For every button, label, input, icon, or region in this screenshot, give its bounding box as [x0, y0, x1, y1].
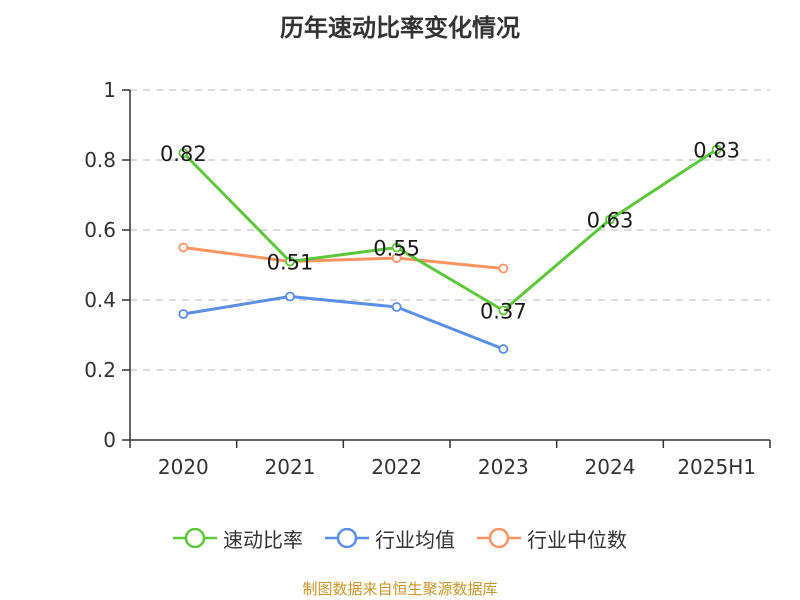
- x-tick-label: 2020: [158, 455, 209, 479]
- x-tick-label: 2021: [265, 455, 316, 479]
- legend-item-industry-median[interactable]: 行业中位数: [477, 524, 627, 553]
- x-tick-label: 2024: [585, 455, 636, 479]
- data-point: [178, 309, 189, 319]
- data-point: [178, 148, 189, 158]
- series-line: [183, 246, 504, 270]
- data-point: [498, 305, 509, 316]
- chart-title: 历年速动比率变化情况: [280, 14, 520, 42]
- legend-item-quick-ratio[interactable]: 速动比率: [173, 524, 303, 553]
- data-point: [285, 256, 295, 267]
- y-tick-label: 1: [103, 78, 116, 102]
- data-label: 0.63: [587, 209, 634, 233]
- data-label: 0.55: [373, 237, 420, 261]
- legend-marker-icon: [325, 528, 369, 548]
- data-point: [178, 242, 189, 253]
- legend-label: 行业均值: [375, 527, 455, 552]
- legend-marker-icon: [173, 528, 217, 548]
- series-line: [182, 148, 718, 312]
- legend: 速动比率 行业均值 行业中位数: [0, 520, 800, 556]
- legend-label: 行业中位数: [527, 527, 627, 552]
- data-label: 0.83: [693, 139, 740, 163]
- data-point: [285, 291, 295, 302]
- y-tick-label: 0.4: [84, 288, 116, 312]
- legend-marker-icon: [477, 528, 521, 548]
- y-tick-label: 0.8: [84, 148, 116, 172]
- series-line: [183, 295, 504, 351]
- source-note: 制图数据来自恒生聚源数据库: [302, 580, 498, 598]
- data-label: 0.37: [480, 300, 527, 324]
- data-point: [605, 214, 615, 225]
- data-point: [498, 263, 509, 274]
- x-tick-label: 2023: [478, 455, 529, 479]
- x-tick-label: 2022: [371, 455, 422, 479]
- y-tick-label: 0.6: [84, 218, 116, 242]
- data-label: 0.51: [267, 251, 314, 275]
- y-tick-label: 0: [103, 428, 116, 452]
- data-point: [498, 344, 509, 354]
- y-tick-label: 0.2: [84, 358, 116, 382]
- legend-item-industry-mean[interactable]: 行业均值: [325, 524, 455, 553]
- data-point: [711, 144, 722, 155]
- data-label: 0.82: [160, 142, 207, 166]
- line-chart: 0 0.2 0.4 0.6 0.8 1 2020 2021 2022 2023 2024 2025H1…: [84, 78, 771, 479]
- legend-label: 速动比率: [223, 527, 303, 552]
- data-point: [391, 242, 402, 253]
- x-tick-label: 2025H1: [677, 455, 756, 479]
- data-point: [391, 302, 402, 312]
- data-point: [391, 253, 402, 263]
